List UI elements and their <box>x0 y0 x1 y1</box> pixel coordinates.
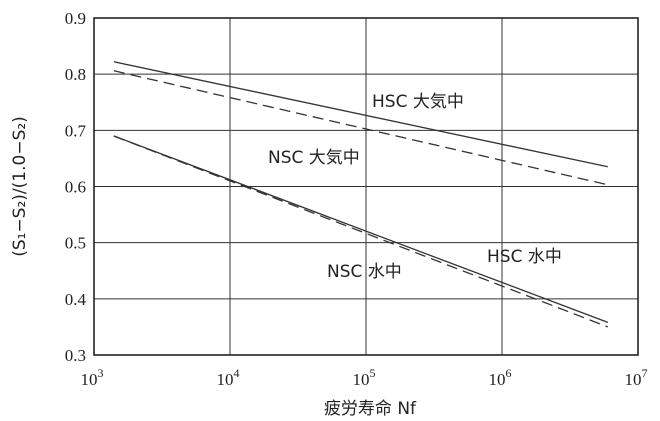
series-line-3 <box>113 135 609 328</box>
curve-label: HSC 大気中 <box>372 92 464 112</box>
y-tick-label: 0.8 <box>65 65 86 84</box>
curve-label: NSC 水中 <box>327 262 402 282</box>
series-line-4 <box>113 135 609 324</box>
y-tick-label: 0.9 <box>65 9 86 28</box>
x-tick-label: 106 <box>489 366 512 389</box>
series-line-1 <box>113 61 608 168</box>
y-tick-label: 0.3 <box>65 346 86 365</box>
y-tick-label: 0.7 <box>65 121 87 140</box>
curve-label: NSC 大気中 <box>268 148 360 168</box>
x-tick-label: 104 <box>217 366 240 389</box>
x-tick-labels: 103 104 105 106 107 <box>81 366 648 389</box>
x-tick-label: 103 <box>81 366 104 389</box>
x-tick-label: 105 <box>353 366 376 389</box>
x-axis-label: 疲労寿命 Nf <box>324 399 417 419</box>
y-axis-label: (S₁−S₂)/(1.0−S₂) <box>10 116 30 257</box>
y-tick-label: 0.5 <box>65 234 86 253</box>
y-tick-label: 0.6 <box>65 178 86 197</box>
y-tick-label: 0.4 <box>65 290 87 309</box>
series-line-2 <box>113 70 608 186</box>
plot-frame <box>93 17 639 356</box>
series-layer <box>113 61 609 328</box>
curve-annotations: HSC 大気中 NSC 大気中 NSC 水中 HSC 水中 <box>268 92 562 282</box>
x-tick-label: 107 <box>625 366 648 389</box>
grid-lines <box>94 18 638 355</box>
curve-label: HSC 水中 <box>487 247 562 267</box>
y-tick-labels: 0.3 0.4 0.5 0.6 0.7 0.8 0.9 <box>65 9 87 365</box>
